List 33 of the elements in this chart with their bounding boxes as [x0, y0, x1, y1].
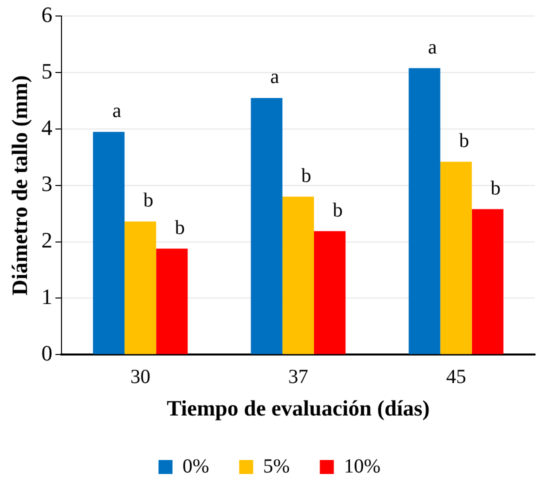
data-label: b	[301, 164, 312, 187]
bar	[440, 162, 472, 354]
bar	[282, 196, 314, 354]
data-label: b	[143, 190, 154, 212]
y-tick-label: 6	[41, 2, 52, 27]
data-label: b	[459, 130, 470, 152]
data-label: a	[112, 100, 122, 122]
bar	[472, 209, 504, 354]
legend-label: 0%	[182, 455, 210, 478]
x-tick-label: 45	[446, 366, 466, 388]
x-tick-label: 30	[130, 366, 150, 388]
data-label: b	[332, 199, 343, 222]
bar	[408, 68, 440, 354]
y-tick-label: 1	[41, 284, 52, 309]
x-tick-label: 37	[288, 366, 308, 388]
legend-label: 5%	[263, 455, 290, 478]
y-tick-label: 2	[41, 228, 52, 253]
y-tick-label: 5	[41, 58, 52, 84]
y-tick-label: 0	[41, 340, 52, 366]
data-label: b	[174, 216, 185, 239]
x-axis-title: Tiempo de evaluación (días)	[166, 395, 430, 420]
data-label: a	[270, 66, 280, 88]
bar	[92, 132, 125, 354]
y-axis-title: Diámetro de tallo (mm)	[6, 75, 32, 296]
bar	[124, 221, 156, 354]
bar	[250, 98, 282, 354]
data-label: a	[428, 36, 438, 58]
y-tick-label: 3	[41, 171, 52, 196]
bar	[314, 231, 346, 354]
data-label: b	[490, 177, 501, 200]
legend-label: 10%	[344, 455, 380, 478]
y-tick-label: 4	[41, 114, 52, 140]
bar	[156, 248, 188, 354]
